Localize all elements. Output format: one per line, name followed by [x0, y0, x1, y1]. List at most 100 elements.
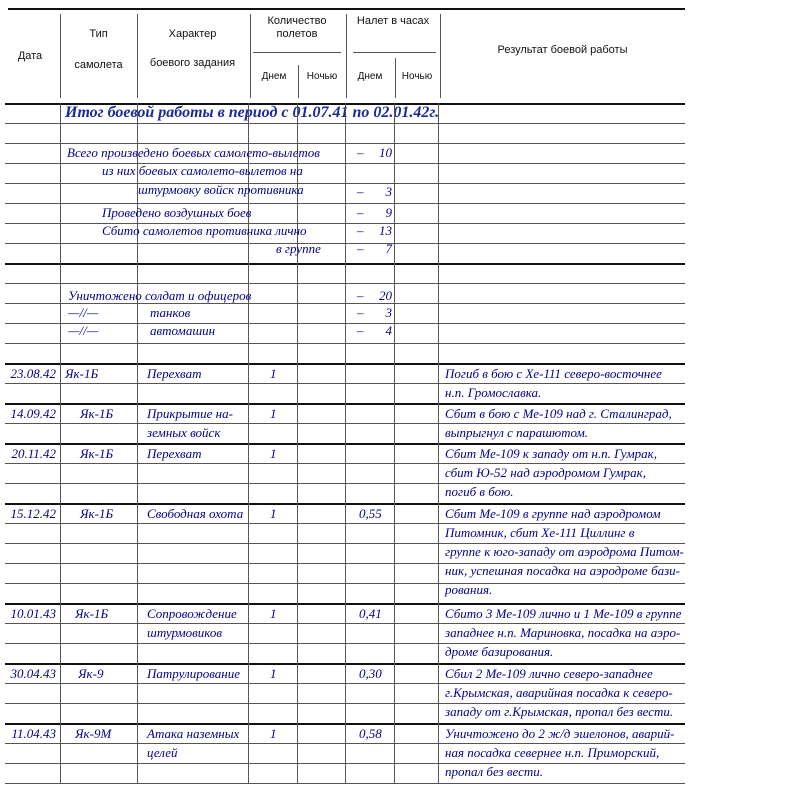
- hours-subrule: [353, 52, 436, 53]
- header-flights-night: Ночью: [306, 71, 338, 82]
- record-result-line: Сбит Ме-109 в группе над аэродромом: [445, 506, 661, 521]
- record-aircraft-type: Як-1Б: [80, 446, 114, 461]
- record-result-line: рования.: [445, 582, 493, 597]
- summary-text: штурмовку войск противника: [138, 182, 304, 197]
- record-result-line: Погиб в бою с Хе-111 северо-восточнее: [445, 366, 662, 381]
- record-aircraft-type: Як-9: [78, 666, 104, 681]
- summary-text: Проведено воздушных боев: [102, 205, 252, 220]
- record-date: 11.04.43: [11, 726, 56, 741]
- col-rule: [394, 103, 395, 783]
- summary-text: в группе: [276, 241, 321, 256]
- record-result-line: н.п. Громославка.: [445, 385, 542, 400]
- record-mission: штурмовиков: [147, 625, 222, 640]
- record-hours-day: 0,58: [359, 726, 382, 741]
- record-mission: Атака наземных: [147, 726, 240, 741]
- record-date: 15.12.42: [10, 506, 57, 521]
- header-result: Результат боевой работы: [497, 44, 628, 56]
- record-result-line: Сбит Ме-109 к западу от н.п. Гумрак,: [445, 446, 658, 461]
- summary-value: 10: [379, 145, 392, 160]
- header-type-2: самолета: [74, 59, 123, 71]
- record-mission: Перехват: [147, 446, 202, 461]
- header-col-rule: [298, 65, 299, 98]
- record-result-line: пропал без вести.: [445, 764, 544, 779]
- summary-dash: –: [357, 241, 364, 256]
- record-result-line: ная посадка севернее н.п. Приморский,: [445, 745, 660, 760]
- record-mission: Патрулирование: [147, 666, 240, 681]
- summary-dash: –: [357, 288, 364, 303]
- summary-text: Всего произведено боевых самолето-вылето…: [67, 145, 320, 160]
- record-hours-day: 0,30: [359, 666, 382, 681]
- summary-value: 13: [379, 223, 392, 238]
- record-result-line: дроме базирования.: [445, 644, 554, 659]
- header-flights: Количество полетов: [267, 15, 327, 40]
- summary-dash: –: [357, 323, 364, 338]
- record-flights-day: 1: [270, 506, 277, 521]
- record-hours-day: 0,55: [359, 506, 382, 521]
- header-hours-day: Днем: [357, 71, 383, 82]
- record-aircraft-type: Як-1Б: [80, 406, 114, 421]
- header-col-rule: [395, 58, 396, 98]
- record-result-line: западнее н.п. Мариновка, посадка на аэро…: [445, 625, 681, 640]
- record-result-line: группе к юго-западу от аэродрома Питом-: [445, 544, 684, 559]
- record-flights-day: 1: [270, 366, 277, 381]
- record-mission: Сопровождение: [147, 606, 237, 621]
- col-rule: [345, 103, 346, 783]
- header-flights-day: Днем: [261, 71, 287, 82]
- col-rule: [297, 103, 298, 783]
- summary-value: 3: [385, 305, 393, 320]
- summary-subtext: автомашин: [150, 323, 216, 338]
- summary-dash: –: [357, 223, 364, 238]
- record-mission: Перехват: [147, 366, 202, 381]
- col-rule: [248, 103, 249, 783]
- header-col-rule: [60, 14, 61, 98]
- record-date: 30.04.43: [10, 666, 57, 681]
- header-mission-1: Характер: [168, 28, 217, 40]
- summary-text: —//—: [68, 305, 99, 320]
- header-top-rule: [8, 8, 685, 10]
- record-flights-day: 1: [270, 666, 277, 681]
- summary-value: 4: [385, 323, 393, 338]
- record-flights-day: 1: [270, 726, 277, 741]
- record-date: 10.01.43: [10, 606, 57, 621]
- header-col-rule: [346, 14, 347, 98]
- record-mission: земных войск: [147, 425, 221, 440]
- record-flights-day: 1: [270, 446, 277, 461]
- header-date: Дата: [17, 50, 43, 62]
- record-aircraft-type: Як-1Б: [80, 506, 114, 521]
- record-result-line: Питомник, сбит Хе-111 Циллинг в: [445, 525, 635, 540]
- record-result-line: Сбит в бою с Ме-109 над г. Сталинград,: [445, 406, 672, 421]
- header-type-1: Тип: [89, 28, 108, 40]
- record-result-line: западу от г.Крымская, пропал без вести.: [445, 704, 674, 719]
- summary-text: из них боевых самолето-вылетов на: [102, 163, 303, 178]
- record-result-line: Сбито 3 Ме-109 лично и 1 Ме-109 в группе: [445, 606, 682, 621]
- record-result-line: г.Крымская, аварийная посадка к северо-: [445, 685, 673, 700]
- record-date: 23.08.42: [10, 366, 57, 381]
- summary-title: Итог боевой работы в период с 01.07.41 п…: [65, 104, 440, 121]
- col-rule: [137, 103, 138, 783]
- col-rule: [60, 103, 61, 783]
- record-result-line: Сбил 2 Ме-109 лично северо-западнее: [445, 666, 653, 681]
- record-aircraft-type: Як-1Б: [65, 366, 99, 381]
- record-hours-day: 0,41: [359, 606, 382, 621]
- summary-dash: –: [357, 305, 364, 320]
- summary-text: —//—: [68, 323, 99, 338]
- record-mission: Свободная охота: [147, 506, 244, 521]
- header-col-rule: [250, 14, 251, 98]
- summary-value: 7: [385, 241, 393, 256]
- record-flights-day: 1: [270, 606, 277, 621]
- record-aircraft-type: Як-9М: [75, 726, 112, 741]
- record-result-line: Уничтожено до 2 ж/д эшелонов, аварий-: [445, 726, 675, 741]
- header-hours: Налет в часах: [356, 15, 430, 27]
- record-aircraft-type: Як-1Б: [75, 606, 109, 621]
- record-result-line: сбит Ю-52 над аэродромом Гумрак,: [445, 465, 646, 480]
- record-mission: целей: [147, 745, 178, 760]
- summary-value: 9: [385, 205, 393, 220]
- record-result-line: погиб в бою.: [445, 484, 514, 499]
- summary-value: 20: [379, 288, 392, 303]
- header-col-rule: [440, 14, 441, 98]
- summary-text: Уничтожено солдат и офицеров: [68, 288, 252, 303]
- row-rule: [5, 783, 685, 784]
- record-result-line: ник, успешная посадка на аэродроме бази-: [445, 563, 681, 578]
- record-date: 14.09.42: [10, 406, 57, 421]
